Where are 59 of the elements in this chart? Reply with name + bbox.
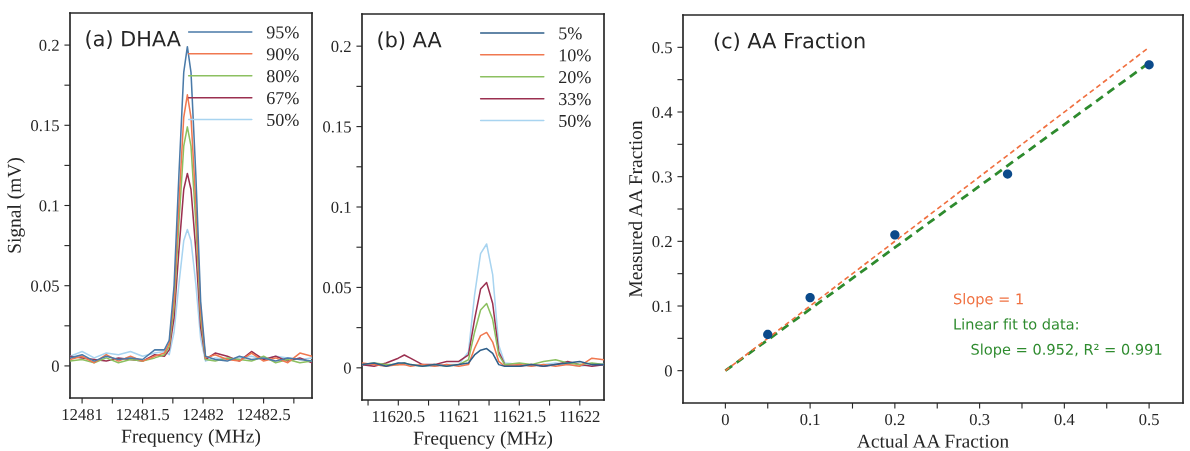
y-tick-label: 0.5 <box>652 42 672 54</box>
legend-label: 80% <box>266 70 299 83</box>
y-tick-label: 0.15 <box>31 119 59 132</box>
y-tick-label: 0.1 <box>652 300 672 313</box>
x-tick-label: 12481 <box>62 408 102 421</box>
point <box>805 292 815 303</box>
legend-label: 90% <box>266 48 299 61</box>
x-tick-label: 0 <box>721 413 729 426</box>
y-tick-label: 0 <box>343 362 351 374</box>
x-tick-label: 0.1 <box>800 413 820 426</box>
text: (c) AA Fraction <box>714 32 865 52</box>
x-tick-label: 11621 <box>439 410 479 423</box>
x-axis-title: Frequency (MHz) <box>121 429 261 447</box>
y-axis-title: Signal (mV) <box>7 158 25 253</box>
y-tick-label: 0.05 <box>323 282 351 294</box>
y-tick-label: 0.3 <box>652 171 672 183</box>
y-tick-label: 0.05 <box>31 280 59 292</box>
x-tick-label: 0.5 <box>1139 413 1159 426</box>
point <box>763 329 773 340</box>
legend-label: 33% <box>559 92 591 106</box>
y-tick-label: 0.1 <box>331 201 351 214</box>
y-tick-label: 0.2 <box>39 39 59 52</box>
text: (b) AA <box>378 31 442 50</box>
annotation: Slope = 1 <box>953 293 1023 308</box>
y-tick-label: 0.4 <box>652 106 673 119</box>
x-tick-label: 0.2 <box>885 413 905 426</box>
x-tick-label: 11621.5 <box>494 410 546 423</box>
x-tick-label: 0.4 <box>1054 413 1075 426</box>
annotation: Linear fit to data: <box>954 318 1078 330</box>
legend-label: 95% <box>266 26 299 39</box>
point <box>1144 60 1154 70</box>
y-tick-label: 0 <box>51 360 59 372</box>
x-tick-label: 11620.5 <box>373 410 425 423</box>
x-tick-label: 12482.5 <box>237 408 291 421</box>
y-axis-title: Measured AA Fraction <box>628 120 643 298</box>
line-series <box>362 347 604 367</box>
x-tick-label: 12482 <box>183 408 224 421</box>
x-axis-title: Frequency (MHz) <box>413 431 553 449</box>
x-tick-label: 0.3 <box>969 413 990 426</box>
point <box>1002 169 1013 179</box>
x-tick-label: 11622 <box>560 410 600 423</box>
y-tick-label: 0.2 <box>331 40 351 53</box>
legend-label: 10% <box>559 49 591 62</box>
legend-label: 5% <box>559 27 582 40</box>
annotation: Slope = 0.952, R² = 0.991 <box>971 343 1162 358</box>
legend-label: 20% <box>559 71 591 84</box>
x-tick-label: 12481.5 <box>116 408 170 421</box>
y-tick-label: 0.15 <box>323 121 351 133</box>
line-series <box>362 331 604 367</box>
legend-label: 50% <box>559 114 591 128</box>
y-tick-label: 0.2 <box>652 236 672 248</box>
x-axis-title: Actual AA Fraction <box>857 434 1009 448</box>
legend-label: 67% <box>267 91 299 105</box>
line-series <box>70 172 312 364</box>
y-tick-label: 0 <box>664 365 672 377</box>
text: (a) DHAA <box>86 30 181 49</box>
point <box>890 230 900 240</box>
y-tick-label: 0.1 <box>39 200 59 212</box>
legend-label: 50% <box>267 113 299 127</box>
